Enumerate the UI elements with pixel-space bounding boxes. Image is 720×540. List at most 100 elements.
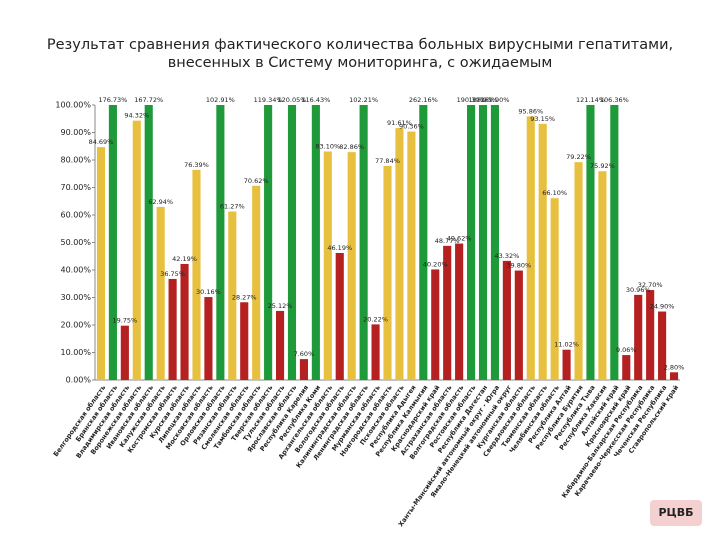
bar	[371, 324, 380, 380]
bar	[144, 105, 153, 381]
bar	[478, 105, 488, 380]
data-label: 121.14%	[576, 96, 605, 104]
bar	[108, 105, 117, 381]
bar	[132, 120, 141, 381]
data-label: 262.16%	[409, 96, 438, 104]
bar	[264, 105, 273, 380]
data-label: 116.43%	[301, 96, 330, 104]
data-label: 90.36%	[399, 123, 424, 131]
bar	[180, 263, 189, 380]
bar	[228, 211, 237, 380]
bar	[646, 290, 655, 380]
bar	[204, 297, 213, 380]
data-label: 7.60%	[294, 350, 315, 358]
bar	[455, 243, 464, 380]
bar	[383, 165, 392, 380]
bar	[216, 105, 225, 380]
bar	[240, 302, 249, 380]
bar	[443, 245, 452, 380]
data-label: 20.22%	[363, 315, 388, 323]
y-tick-label: 80.00%	[60, 156, 91, 165]
bar	[323, 151, 332, 380]
data-label: 82.86%	[339, 143, 364, 151]
data-label: 75.92%	[590, 162, 615, 170]
bar	[252, 185, 261, 380]
data-label: 11.02%	[554, 341, 579, 349]
data-label: 28.27%	[232, 293, 257, 301]
data-label: 83.10%	[315, 142, 340, 150]
data-label: 25.12%	[268, 302, 293, 310]
data-label: 91.61%	[387, 119, 412, 127]
data-label: 9.06%	[616, 346, 637, 354]
data-label: 102.91%	[206, 96, 235, 104]
bar	[96, 147, 106, 380]
data-label: 167.72%	[134, 96, 163, 104]
bar	[490, 105, 500, 381]
bar	[502, 260, 511, 380]
data-label: 42.19%	[172, 255, 197, 263]
bar	[622, 355, 631, 380]
y-tick-label: 70.00%	[60, 183, 91, 192]
bar	[192, 169, 201, 380]
bar	[514, 270, 523, 380]
data-label: 84.69%	[89, 138, 114, 146]
bar	[467, 105, 476, 381]
data-label: 95.86%	[518, 107, 543, 115]
data-label: 30.16%	[196, 288, 221, 296]
data-label: 66.10%	[542, 189, 567, 197]
chart-title: Результат сравнения фактического количес…	[47, 37, 673, 53]
bar	[311, 105, 320, 380]
y-tick-label: 40.00%	[60, 266, 91, 275]
y-tick-label: 90.00%	[60, 128, 91, 137]
bar	[275, 310, 285, 380]
bar	[610, 105, 619, 380]
bar	[634, 294, 643, 380]
bar	[658, 311, 667, 380]
bar	[550, 198, 559, 380]
data-label: 43.32%	[494, 252, 519, 260]
data-label: 176.73%	[98, 96, 127, 104]
y-tick-label: 100.00%	[55, 101, 91, 110]
bar	[347, 152, 356, 380]
data-label: 76.39%	[184, 161, 209, 169]
bar	[538, 123, 547, 381]
y-tick-label: 10.00%	[60, 348, 91, 357]
data-label: 30.96%	[626, 286, 651, 294]
data-label: 77.84%	[375, 157, 400, 165]
data-label: 46.19%	[327, 244, 352, 252]
data-label: 19.75%	[112, 317, 137, 325]
data-label: 106.36%	[600, 96, 629, 104]
bar	[419, 105, 428, 380]
bar	[359, 105, 368, 381]
data-label: 36.75%	[160, 270, 185, 278]
bar	[407, 131, 416, 380]
bar	[335, 252, 344, 380]
bar	[562, 349, 571, 380]
data-label: 120.05%	[278, 96, 307, 104]
y-tick-label: 30.00%	[60, 293, 91, 302]
bar	[299, 359, 308, 380]
data-label: 70.62%	[244, 177, 269, 185]
y-tick-label: 0.00%	[66, 376, 92, 385]
bar	[168, 278, 177, 380]
y-tick-label: 60.00%	[60, 211, 91, 220]
svg-text:РЦВБ: РЦВБ	[658, 506, 693, 519]
data-label: 102.21%	[349, 96, 378, 104]
data-label: 62.94%	[148, 198, 173, 206]
data-label: 61.27%	[220, 203, 245, 211]
data-label: 79.22%	[566, 153, 591, 161]
data-label: 32.70%	[638, 281, 663, 289]
bar	[120, 325, 129, 380]
plot-area	[96, 105, 679, 381]
data-label: 49.62%	[447, 235, 472, 243]
data-label: 24.90%	[650, 303, 675, 311]
data-label: 48.77%	[435, 237, 460, 245]
bar	[574, 162, 583, 380]
data-label: 94.32%	[124, 112, 149, 120]
bar	[598, 171, 607, 380]
data-label: 190.30%	[457, 96, 486, 104]
data-label: 40.20%	[423, 260, 448, 268]
bar	[526, 116, 535, 380]
data-label: 93.15%	[530, 115, 555, 123]
